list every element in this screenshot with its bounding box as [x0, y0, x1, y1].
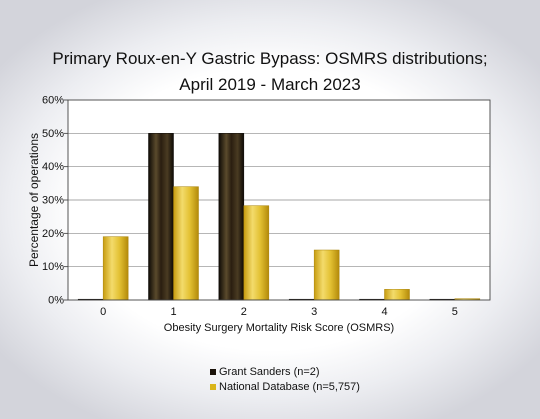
x-tick-label: 4 [381, 306, 387, 318]
y-axis-label: Percentage of operations [27, 133, 41, 267]
plot-border [67, 99, 491, 301]
y-tick-label: 60% [42, 95, 64, 107]
legend-label-series-1: Grant Sanders (n=2) [219, 365, 320, 378]
x-tick-label: 5 [452, 306, 458, 318]
x-axis-label: Obesity Surgery Mortality Risk Score (OS… [164, 322, 394, 334]
bar-series-1-cat-1 [148, 133, 174, 301]
y-tick-label: 40% [42, 161, 64, 173]
bar-series-2-cat-4 [384, 289, 410, 301]
x-tick-label: 2 [241, 306, 247, 318]
bar-series-1-cat-2 [218, 133, 245, 301]
chart-title-line-1: Primary Roux-en-Y Gastric Bypass: OSMRS … [52, 49, 488, 68]
legend-swatch-series-1 [210, 368, 216, 375]
legend-swatch-series-2 [210, 383, 216, 390]
legend-item-series-2: National Database (n=5,757) [210, 379, 360, 394]
bar-series-2-cat-3 [313, 249, 340, 301]
legend-label-series-2: National Database (n=5,757) [219, 380, 360, 393]
bar-series-2-cat-1 [173, 186, 199, 301]
y-tick-label: 20% [42, 228, 64, 240]
bar-series-2-cat-2 [243, 205, 270, 301]
gridlines [68, 100, 490, 300]
chart-title-line-2: April 2019 - March 2023 [179, 75, 361, 94]
y-tick-label: 50% [42, 128, 64, 140]
legend-item-series-1: Grant Sanders (n=2) [210, 364, 360, 379]
x-tick-label: 0 [100, 306, 106, 318]
x-tick-label: 1 [170, 306, 176, 318]
y-tick-label: 30% [42, 195, 64, 207]
y-tick-label: 10% [42, 261, 64, 273]
axes: 0% 10% 20% 30% 40% 50% 60% 0 1 2 3 4 5 Obesity Surger… [27, 95, 491, 334]
bars [77, 133, 481, 301]
legend: Grant Sanders (n=2) National Database (n… [210, 364, 360, 394]
chart-title: Primary Roux-en-Y Gastric Bypass: OSMRS … [0, 46, 540, 98]
y-tick-label: 0% [48, 295, 64, 307]
bar-series-2-cat-0 [102, 236, 129, 301]
x-tick-label: 3 [311, 306, 317, 318]
